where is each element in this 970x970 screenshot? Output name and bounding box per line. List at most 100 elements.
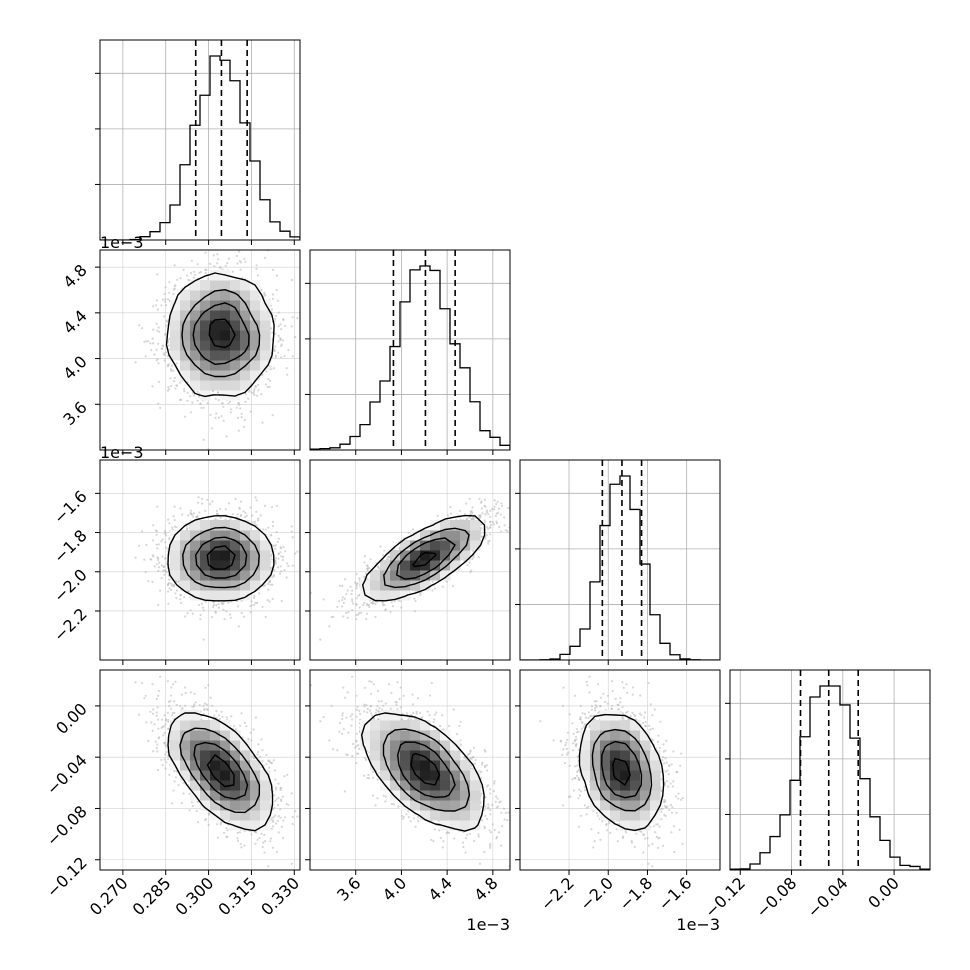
sample-point: [254, 520, 257, 523]
sample-point: [186, 612, 189, 615]
sample-point: [164, 546, 168, 549]
sample-point: [268, 385, 271, 388]
sample-point: [287, 349, 290, 352]
density-cell: [200, 380, 211, 391]
density-cell: [240, 300, 251, 311]
sample-point: [291, 564, 294, 567]
sample-point: [277, 340, 280, 343]
sample-point: [167, 386, 170, 389]
sample-point: [236, 416, 240, 419]
axes-frame: [99, 39, 301, 241]
sample-point: [277, 334, 280, 337]
sample-point: [237, 429, 240, 432]
sample-point: [174, 387, 177, 390]
sample-point: [211, 427, 214, 430]
sample-point: [213, 265, 216, 268]
histogram-0: [100, 55, 300, 240]
sample-point: [204, 251, 207, 254]
sample-point: [161, 555, 164, 558]
sample-point: [274, 314, 278, 318]
sample-point: [171, 364, 174, 367]
sample-point: [193, 270, 196, 273]
sample-point: [296, 550, 299, 553]
sample-point: [270, 368, 273, 371]
sample-point: [175, 589, 179, 592]
sample-point: [242, 425, 245, 428]
sample-point: [173, 264, 176, 267]
sample-point: [226, 262, 229, 265]
sample-point: [215, 604, 218, 607]
sample-point: [273, 569, 276, 572]
sample-point: [211, 616, 214, 619]
sample-point: [152, 305, 155, 308]
sample-point: [256, 519, 260, 522]
sample-point: [157, 558, 160, 562]
density-cell: [200, 310, 211, 321]
density-cell: [200, 370, 211, 381]
sample-point: [189, 395, 192, 398]
sample-point: [286, 562, 289, 565]
sample-point: [222, 405, 225, 408]
sample-point: [141, 530, 144, 533]
density-cell: [210, 350, 221, 361]
sample-point: [204, 509, 207, 512]
density-cell: [240, 330, 251, 341]
sample-point: [256, 394, 259, 397]
sample-point: [274, 354, 278, 357]
sample-point: [263, 291, 266, 294]
sample-point: [167, 344, 170, 347]
sample-point: [181, 513, 184, 516]
sample-point: [261, 421, 264, 424]
sample-point: [171, 526, 174, 529]
sample-point: [304, 537, 306, 539]
density-cell: [170, 330, 181, 341]
sample-point: [253, 522, 256, 526]
sample-point: [175, 362, 178, 365]
sample-point: [253, 594, 256, 597]
sample-point: [253, 387, 256, 391]
sample-point: [157, 569, 160, 572]
sample-point: [285, 576, 288, 579]
density-cell: [210, 380, 221, 391]
sample-point: [244, 400, 247, 403]
sample-point: [269, 583, 272, 586]
sample-point: [277, 325, 280, 328]
density-cell: [250, 310, 261, 321]
sample-point: [192, 276, 195, 279]
sample-point: [251, 521, 254, 524]
density-cell: [190, 370, 201, 381]
sample-point: [291, 355, 294, 358]
sample-point: [196, 390, 199, 393]
sample-point: [217, 416, 220, 419]
sample-point: [238, 250, 241, 253]
density-cell: [190, 350, 201, 361]
sample-point: [276, 299, 279, 302]
sample-point: [160, 540, 163, 543]
sample-point: [156, 273, 159, 276]
sample-point: [160, 304, 163, 307]
density-cell: [210, 330, 221, 341]
density-cell: [200, 390, 211, 401]
histogram-2: [520, 475, 720, 660]
sample-point: [169, 377, 172, 380]
sample-point: [285, 367, 288, 370]
sample-point: [161, 564, 164, 567]
sample-point: [202, 438, 205, 441]
axes-frame: [99, 249, 301, 451]
sample-point: [147, 340, 150, 343]
sample-point: [156, 308, 160, 311]
sample-point: [149, 342, 152, 345]
density-cell: [230, 280, 241, 291]
sample-point: [250, 391, 253, 394]
sample-point: [191, 401, 194, 404]
sample-point: [150, 349, 153, 352]
density-cell: [200, 360, 211, 371]
density-cell: [170, 300, 181, 311]
sample-point: [216, 262, 219, 265]
sample-point: [286, 373, 289, 376]
density-cell: [200, 300, 211, 311]
sample-point: [168, 281, 171, 284]
sample-point: [183, 387, 186, 390]
sample-point: [296, 317, 299, 320]
sample-point: [163, 573, 166, 576]
